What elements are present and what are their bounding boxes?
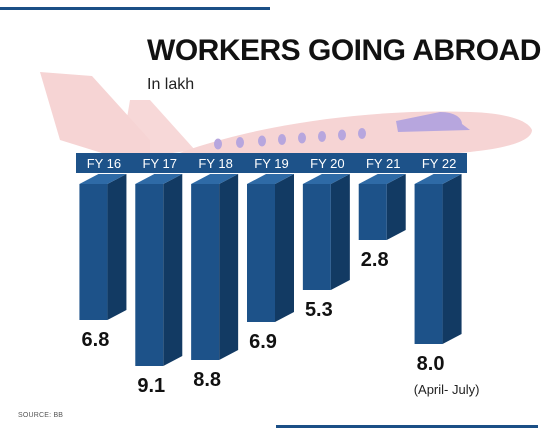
bar <box>247 184 275 322</box>
bar <box>302 184 331 290</box>
bar <box>414 184 443 344</box>
bar-top <box>191 174 239 184</box>
data-label: 6.9 <box>249 331 277 353</box>
plane-window <box>318 131 326 142</box>
plane-window <box>358 128 366 139</box>
category-label: FY 21 <box>366 156 400 171</box>
bars-group <box>79 174 462 366</box>
plane-wing <box>120 100 195 160</box>
bar-side <box>330 174 350 290</box>
data-label: 5.3 <box>305 299 333 321</box>
bar-side <box>275 174 294 322</box>
bar-top <box>79 174 127 184</box>
bar <box>358 184 387 240</box>
data-label: 6.8 <box>82 329 110 351</box>
data-label: 8.8 <box>193 369 221 391</box>
data-label: 9.1 <box>137 375 165 397</box>
plane-window <box>338 129 346 141</box>
plane-tail <box>40 72 150 168</box>
bottom-rule <box>276 425 538 428</box>
plane-window <box>298 132 306 144</box>
plane-cockpit-window <box>396 112 470 132</box>
data-label: 8.0 <box>417 353 445 375</box>
category-band-rect <box>76 153 467 173</box>
plane-window <box>278 134 286 145</box>
data-label: 2.8 <box>361 249 389 271</box>
category-label: FY 19 <box>254 156 288 171</box>
category-label: FY 20 <box>310 156 344 171</box>
plane-window <box>236 137 244 148</box>
bar-top <box>135 174 183 184</box>
plane-window <box>258 135 266 147</box>
category-label: FY 16 <box>87 156 121 171</box>
bar-side <box>442 174 462 344</box>
chart-subtitle: In lakh <box>147 76 195 93</box>
bar-top <box>414 174 462 184</box>
plane-window <box>214 138 222 150</box>
bar-top <box>247 174 294 184</box>
top-rule <box>0 7 270 10</box>
bar-side <box>219 174 239 360</box>
source-note: SOURCE: BB <box>18 412 64 419</box>
labels-group: FY 16 6.8 FY 17 9.1 FY 18 8.8 FY 19 6.9 FY 20 5.3… <box>82 156 480 397</box>
category-band <box>76 153 467 173</box>
bar-side <box>107 174 127 320</box>
chart-title: WORKERS GOING ABROAD <box>147 34 541 67</box>
bar <box>135 184 164 366</box>
bar-side <box>386 174 406 240</box>
bar <box>191 184 220 360</box>
category-label: FY 17 <box>143 156 177 171</box>
bar <box>79 184 108 320</box>
bar-top <box>302 174 350 184</box>
category-label: FY 18 <box>198 156 232 171</box>
bar-top <box>358 174 406 184</box>
category-label: FY 22 <box>422 156 456 171</box>
bar-side <box>163 174 183 366</box>
annotation-label: (April- July) <box>414 382 480 397</box>
